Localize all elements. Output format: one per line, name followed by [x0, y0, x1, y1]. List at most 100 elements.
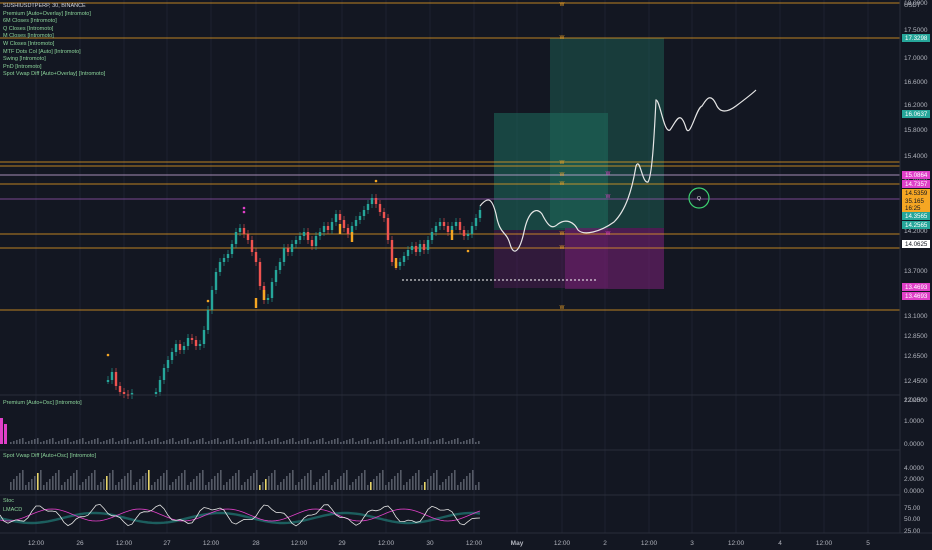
candle[interactable]	[182, 346, 186, 350]
candle[interactable]	[382, 212, 386, 218]
candle[interactable]	[434, 226, 438, 232]
candle[interactable]	[198, 344, 202, 346]
candle[interactable]	[230, 244, 234, 254]
legend-item-swing[interactable]: Swing [Intromoto]	[3, 56, 46, 63]
legend-item-6m[interactable]: 6M Closes [Intromoto]	[3, 18, 57, 25]
legend-item-w[interactable]: W Closes [Intromoto]	[3, 40, 55, 47]
stoch-pane-label[interactable]: Stoc	[3, 498, 15, 504]
candle[interactable]	[106, 380, 110, 382]
candle[interactable]	[398, 262, 402, 266]
candle[interactable]	[114, 372, 118, 386]
time-axis[interactable]: 12:00 26 12:00 27 12:00 28 12:00 29 12:00 30 12:00…	[28, 540, 870, 547]
candle[interactable]	[322, 226, 326, 232]
legend-item-mtf[interactable]: MTF Dots Col [Auto] [Intromoto]	[3, 48, 81, 55]
candle[interactable]	[426, 240, 430, 250]
candle[interactable]	[214, 272, 218, 290]
candle[interactable]	[334, 214, 338, 222]
candle[interactable]	[370, 198, 374, 204]
vwap-pane-label[interactable]: Spot Vwap Diff [Auto+Osc] [Intromoto]	[3, 453, 96, 459]
legend-item-vwap[interactable]: Spot Vwap Diff [Auto+Overlay] [Intromoto…	[3, 71, 106, 78]
candle[interactable]	[166, 360, 170, 368]
candle[interactable]	[202, 330, 206, 344]
candle[interactable]	[118, 386, 122, 392]
candle[interactable]	[362, 210, 366, 216]
long-target-box[interactable]	[494, 113, 608, 230]
candle[interactable]	[290, 244, 294, 252]
candle[interactable]	[338, 214, 342, 220]
lmacd-pane-label[interactable]: LMACD	[3, 507, 23, 513]
candle[interactable]	[446, 226, 450, 232]
highlight-candle[interactable]	[338, 224, 342, 234]
candle[interactable]	[306, 232, 310, 240]
candle[interactable]	[286, 248, 290, 252]
candle[interactable]	[402, 256, 406, 262]
premium-histogram[interactable]	[0, 418, 480, 444]
highlight-candle[interactable]	[450, 230, 454, 240]
candle[interactable]	[238, 228, 242, 232]
candle[interactable]	[170, 352, 174, 360]
candle[interactable]	[298, 236, 302, 240]
candle[interactable]	[186, 338, 190, 346]
stoch-oscillator[interactable]	[0, 503, 481, 527]
legend-item-pnd[interactable]: PnD [Intromoto]	[3, 63, 42, 70]
candle[interactable]	[190, 338, 194, 340]
quarter-close-circle[interactable]	[688, 187, 710, 209]
candle[interactable]	[442, 222, 446, 226]
candle[interactable]	[354, 220, 358, 226]
candle[interactable]	[342, 220, 346, 228]
candle[interactable]	[154, 392, 158, 394]
highlight-candle[interactable]	[350, 232, 354, 242]
candle[interactable]	[458, 222, 462, 230]
legend-item-m[interactable]: M Closes [Intromoto]	[3, 33, 54, 40]
candle[interactable]	[366, 204, 370, 210]
candle[interactable]	[274, 270, 278, 282]
indicator-legend[interactable]: SUSHIUSDTPERP, 30, BINANCE Premium [Auto…	[3, 3, 105, 79]
candle[interactable]	[282, 248, 286, 262]
candle[interactable]	[234, 232, 238, 244]
candle[interactable]	[318, 232, 322, 236]
candle[interactable]	[294, 240, 298, 244]
candle[interactable]	[266, 298, 270, 300]
candle[interactable]	[438, 222, 442, 226]
candle[interactable]	[350, 226, 354, 234]
candle[interactable]	[270, 282, 274, 298]
candle[interactable]	[222, 258, 226, 262]
candle[interactable]	[110, 372, 114, 380]
candle[interactable]	[422, 244, 426, 250]
candle[interactable]	[250, 240, 254, 252]
candle[interactable]	[310, 240, 314, 246]
candle[interactable]	[406, 250, 410, 256]
legend-item-premium[interactable]: Premium [Auto+Overlay] [Intromoto]	[3, 10, 91, 17]
candle[interactable]	[246, 234, 250, 240]
symbol-title[interactable]: SUSHIUSDTPERP, 30, BINANCE	[3, 3, 86, 9]
candle[interactable]	[158, 380, 162, 392]
candle[interactable]	[218, 262, 222, 272]
candle[interactable]	[130, 393, 134, 395]
candle[interactable]	[450, 226, 454, 232]
candle[interactable]	[454, 222, 458, 226]
candle[interactable]	[258, 262, 262, 286]
candle[interactable]	[478, 210, 482, 218]
candle[interactable]	[414, 246, 418, 252]
candle[interactable]	[386, 218, 390, 240]
legend-item-q[interactable]: Q Closes [Intromoto]	[3, 25, 54, 32]
price-projection-line[interactable]	[479, 89, 757, 252]
highlight-candle[interactable]	[394, 258, 398, 268]
long-target-box-extended[interactable]	[550, 38, 664, 228]
candle[interactable]	[374, 198, 378, 204]
candle[interactable]	[210, 290, 214, 310]
candle[interactable]	[430, 232, 434, 240]
candle[interactable]	[330, 222, 334, 230]
candle[interactable]	[242, 228, 246, 234]
short-stop-box-left[interactable]	[494, 230, 608, 288]
candle[interactable]	[418, 244, 422, 252]
candle[interactable]	[346, 228, 350, 234]
candle[interactable]	[162, 368, 166, 380]
candle[interactable]	[174, 344, 178, 352]
candle[interactable]	[302, 232, 306, 236]
candlestick-series[interactable]	[106, 179, 482, 399]
highlight-candle[interactable]	[254, 298, 258, 308]
candle[interactable]	[254, 252, 258, 262]
